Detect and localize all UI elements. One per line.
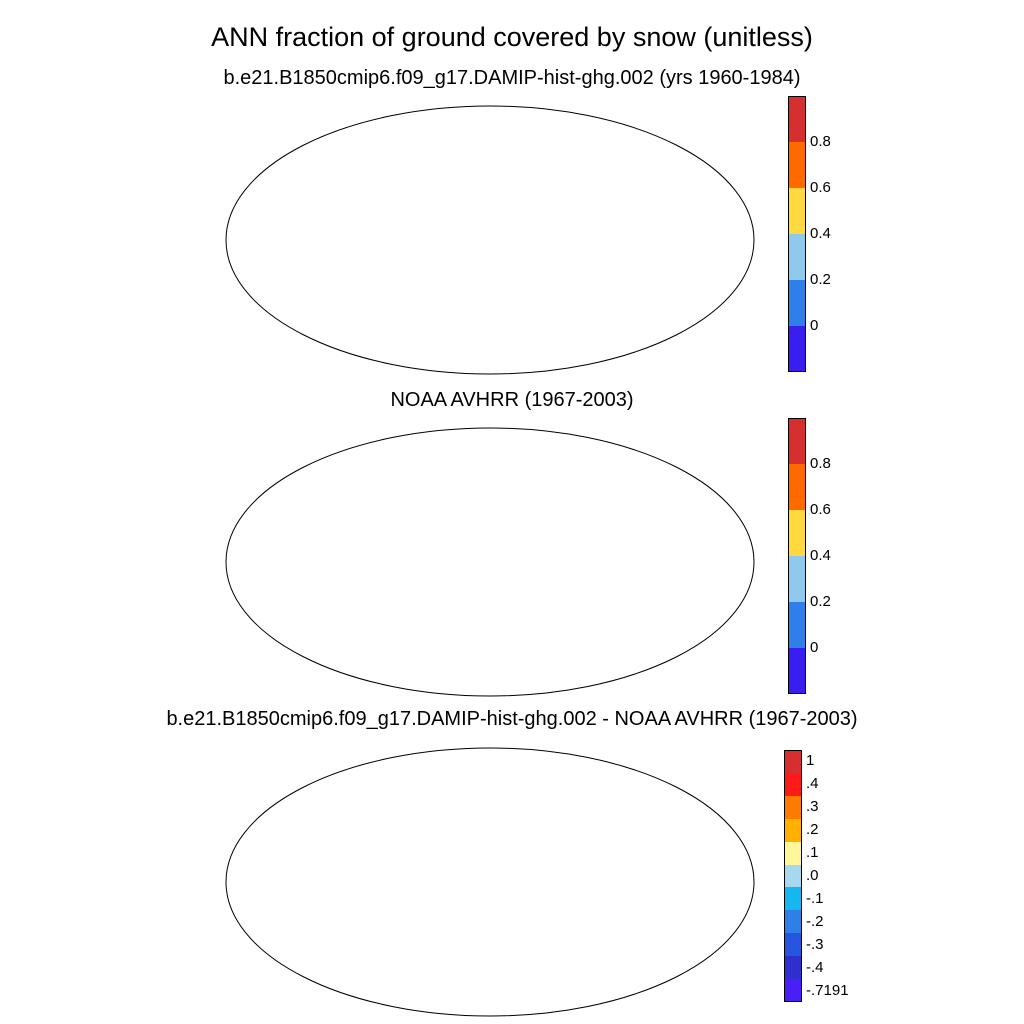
colorbar-label: .2 [806,821,819,839]
colorbar-label: 0 [810,639,819,656]
colorbar-segment [788,280,806,326]
colorbar-label: 1 [806,752,815,770]
colorbar-label: .1 [806,844,819,862]
colorbar-label: 0.6 [810,501,831,518]
colorbar-segment [788,418,806,464]
colorbar-segment [788,326,806,372]
colorbar-segment [788,602,806,648]
colorbar-segment [788,648,806,694]
colorbar-segment [788,96,806,142]
map-obs [225,427,755,697]
colorbar-label: 0 [810,317,819,334]
colorbar-label: 0.4 [810,547,831,564]
colorbar-segment [784,887,802,911]
colorbar-diff [784,750,802,1002]
colorbar-segment [784,933,802,957]
colorbar-label: -.3 [806,935,824,953]
colorbar-segment [784,864,802,888]
colorbar-label: 0.8 [810,455,831,472]
colorbar-segment [788,556,806,602]
colorbar-segment [788,510,806,556]
colorbar-segment [784,841,802,865]
colorbar-segment [784,795,802,819]
colorbar-segment [784,750,802,773]
colorbar-segment [788,234,806,280]
colorbar-segment [788,464,806,510]
colorbar-segment [784,910,802,934]
colorbar-obs [788,418,806,694]
main-title: ANN fraction of ground covered by snow (… [211,22,813,52]
colorbar-label: 0.6 [810,179,831,196]
colorbar-border [788,418,806,694]
colorbar-label: 0.8 [810,133,831,150]
map-model [225,105,755,375]
colorbar-label: 0.2 [810,593,831,610]
colorbar-label: 0.2 [810,271,831,288]
panel-title-model: b.e21.B1850cmip6.f09_g17.DAMIP-hist-ghg.… [223,67,801,89]
colorbar-border [784,750,802,1002]
colorbar-label: 0.4 [810,225,831,242]
colorbar-label: -.1 [806,889,824,907]
colorbar-label: .4 [806,775,819,793]
colorbar-border [788,96,806,372]
panel-title-diff: b.e21.B1850cmip6.f09_g17.DAMIP-hist-ghg.… [166,708,858,730]
colorbar-model [788,96,806,372]
colorbar-segment [784,818,802,842]
colorbar-segment [784,772,802,796]
colorbar-label: -.7191 [806,981,849,999]
map-diff [225,747,755,1017]
colorbar-label: -.4 [806,958,824,976]
colorbar-label: -.2 [806,912,824,930]
colorbar-label: .3 [806,798,819,816]
panel-title-obs: NOAA AVHRR (1967-2003) [390,389,634,411]
colorbar-segment [788,142,806,188]
colorbar-segment [788,188,806,234]
colorbar-label: .0 [806,867,819,884]
colorbar-segment [784,956,802,980]
colorbar-segment [784,979,802,1002]
